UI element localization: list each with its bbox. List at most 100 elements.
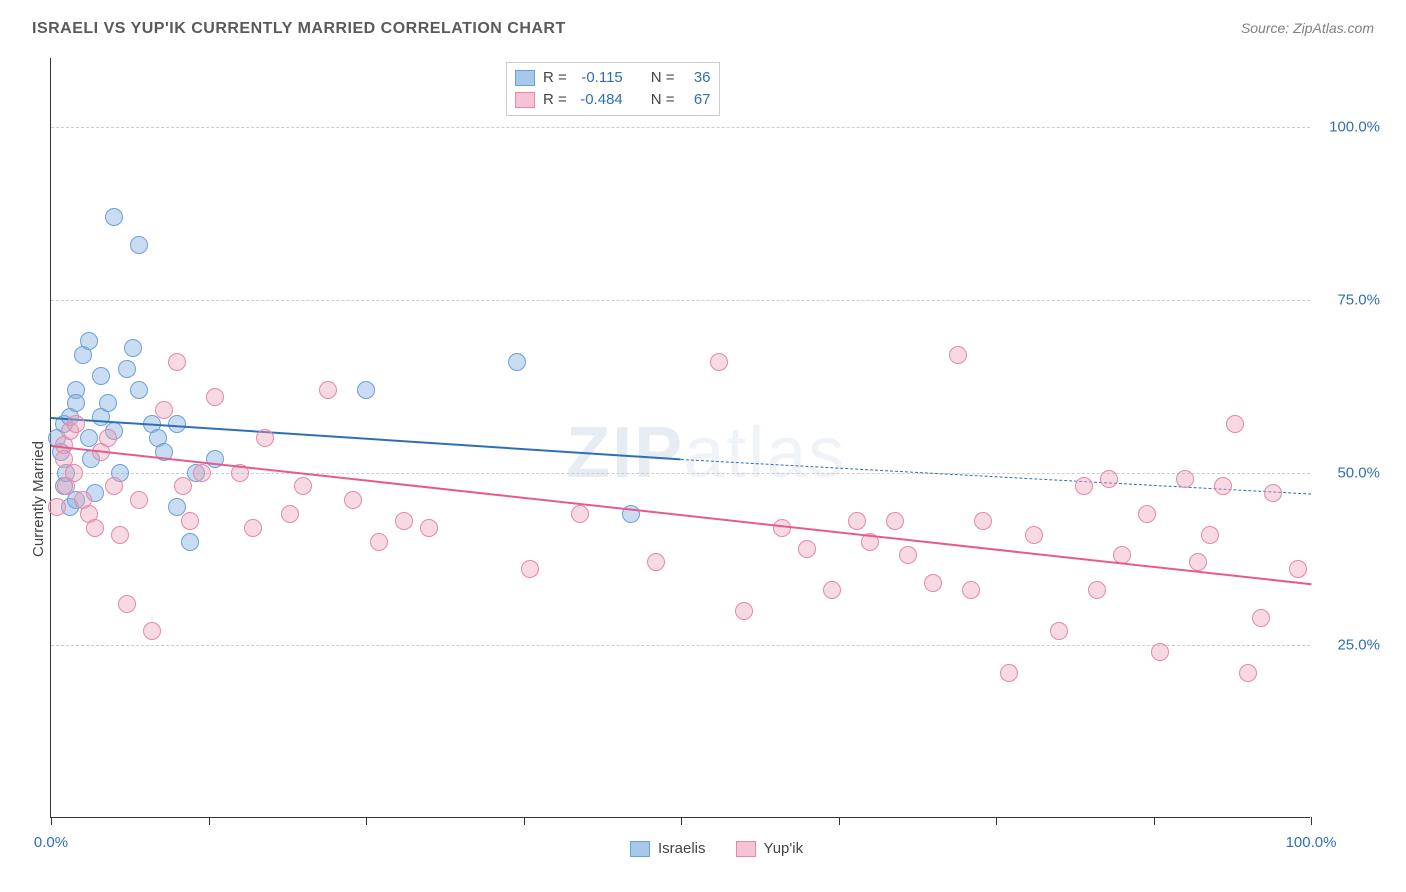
data-point (67, 415, 85, 433)
series-name: Israelis (658, 840, 706, 857)
data-point (823, 581, 841, 599)
data-point (319, 381, 337, 399)
data-point (1100, 470, 1118, 488)
data-point (105, 477, 123, 495)
y-tick-label: 25.0% (1320, 637, 1380, 654)
data-point (118, 595, 136, 613)
data-point (710, 353, 728, 371)
data-point (1025, 526, 1043, 544)
data-point (256, 429, 274, 447)
data-point (1176, 470, 1194, 488)
data-point (294, 477, 312, 495)
data-point (80, 332, 98, 350)
series-legend: Israelis Yup'ik (630, 840, 803, 857)
data-point (86, 519, 104, 537)
x-tick-label: 0.0% (34, 834, 68, 851)
data-point (281, 505, 299, 523)
x-tick (1154, 817, 1155, 825)
data-point (344, 491, 362, 509)
data-point (1189, 553, 1207, 571)
x-tick (209, 817, 210, 825)
data-point (886, 512, 904, 530)
data-point (1088, 581, 1106, 599)
data-point (1226, 415, 1244, 433)
data-point (1289, 560, 1307, 578)
legend-swatch (630, 841, 650, 857)
data-point (181, 533, 199, 551)
data-point (1239, 664, 1257, 682)
data-point (206, 388, 224, 406)
data-point (1138, 505, 1156, 523)
x-tick (996, 817, 997, 825)
data-point (92, 367, 110, 385)
data-point (1075, 477, 1093, 495)
grid-line (51, 127, 1310, 128)
data-point (962, 581, 980, 599)
data-point (130, 491, 148, 509)
grid-line (51, 645, 1310, 646)
y-tick-label: 100.0% (1320, 119, 1380, 136)
data-point (1214, 477, 1232, 495)
data-point (1000, 664, 1018, 682)
data-point (105, 208, 123, 226)
watermark-thin: atlas (684, 413, 846, 493)
data-point (124, 339, 142, 357)
trend-line (51, 417, 681, 460)
header: ISRAELI VS YUP'IK CURRENTLY MARRIED CORR… (32, 20, 1374, 50)
data-point (174, 477, 192, 495)
x-tick (681, 817, 682, 825)
n-label: N = (651, 89, 675, 111)
data-point (1264, 484, 1282, 502)
chart-container: ISRAELI VS YUP'IK CURRENTLY MARRIED CORR… (0, 0, 1406, 892)
data-point (420, 519, 438, 537)
data-point (99, 429, 117, 447)
r-value: -0.484 (575, 89, 623, 111)
y-axis-label: Currently Married (30, 441, 47, 557)
data-point (143, 622, 161, 640)
data-point (949, 346, 967, 364)
legend-swatch (515, 92, 535, 108)
legend-swatch (515, 70, 535, 86)
data-point (244, 519, 262, 537)
trend-line (51, 445, 1311, 585)
data-point (924, 574, 942, 592)
r-label: R = (543, 89, 567, 111)
data-point (1201, 526, 1219, 544)
data-point (118, 360, 136, 378)
r-label: R = (543, 67, 567, 89)
x-tick (839, 817, 840, 825)
y-tick-label: 75.0% (1320, 291, 1380, 308)
data-point (357, 381, 375, 399)
data-point (1252, 609, 1270, 627)
data-point (193, 464, 211, 482)
grid-line (51, 300, 1310, 301)
data-point (65, 464, 83, 482)
plot-area: ZIPatlas 25.0%50.0%75.0%100.0%0.0%100.0%… (50, 58, 1310, 818)
stats-legend-row: R = -0.484 N = 67 (515, 89, 711, 111)
source-label: Source: ZipAtlas.com (1241, 20, 1374, 36)
data-point (130, 236, 148, 254)
data-point (99, 394, 117, 412)
stats-legend-row: R = -0.115 N = 36 (515, 67, 711, 89)
data-point (370, 533, 388, 551)
data-point (168, 353, 186, 371)
x-tick (524, 817, 525, 825)
data-point (1050, 622, 1068, 640)
x-tick (51, 817, 52, 825)
data-point (647, 553, 665, 571)
data-point (395, 512, 413, 530)
x-tick (1311, 817, 1312, 825)
series-legend-item: Yup'ik (736, 840, 804, 857)
y-tick-label: 50.0% (1320, 464, 1380, 481)
n-value: 67 (683, 89, 711, 111)
data-point (974, 512, 992, 530)
data-point (508, 353, 526, 371)
data-point (735, 602, 753, 620)
data-point (571, 505, 589, 523)
x-tick (366, 817, 367, 825)
data-point (1151, 643, 1169, 661)
r-value: -0.115 (575, 67, 623, 89)
n-label: N = (651, 67, 675, 89)
n-value: 36 (683, 67, 711, 89)
legend-swatch (736, 841, 756, 857)
